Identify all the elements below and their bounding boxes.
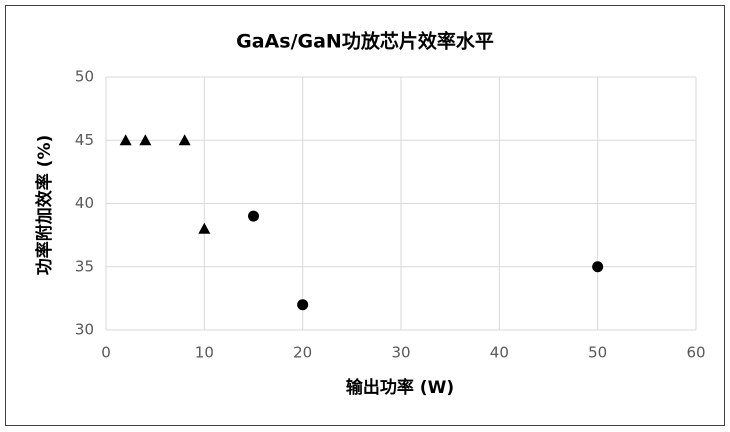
y-tick-label: 45: [75, 131, 94, 149]
y-tick-label: 30: [75, 321, 94, 339]
y-tick-label: 40: [75, 194, 94, 212]
x-tick-label: 50: [588, 344, 607, 362]
point: [139, 134, 152, 146]
x-tick-label: 60: [686, 344, 705, 362]
chart-title: GaAs/GaN功放芯片效率水平: [236, 30, 494, 53]
x-tick-label: 20: [293, 344, 312, 362]
y-tick-label: 35: [75, 257, 94, 275]
x-tick-label: 10: [195, 344, 214, 362]
point: [178, 134, 191, 146]
chart-border: [5, 5, 725, 426]
point: [198, 222, 211, 234]
point: [248, 210, 259, 222]
point: [297, 299, 309, 311]
x-tick-label: 0: [101, 344, 111, 362]
point: [119, 134, 132, 146]
y-axis-label: 功率附加效率 (%): [34, 135, 55, 276]
point: [592, 261, 604, 273]
x-tick-label: 40: [490, 344, 509, 362]
x-axis-label: 输出功率 (W): [346, 377, 454, 398]
x-tick-label: 30: [391, 344, 410, 362]
y-tick-label: 50: [75, 68, 94, 86]
